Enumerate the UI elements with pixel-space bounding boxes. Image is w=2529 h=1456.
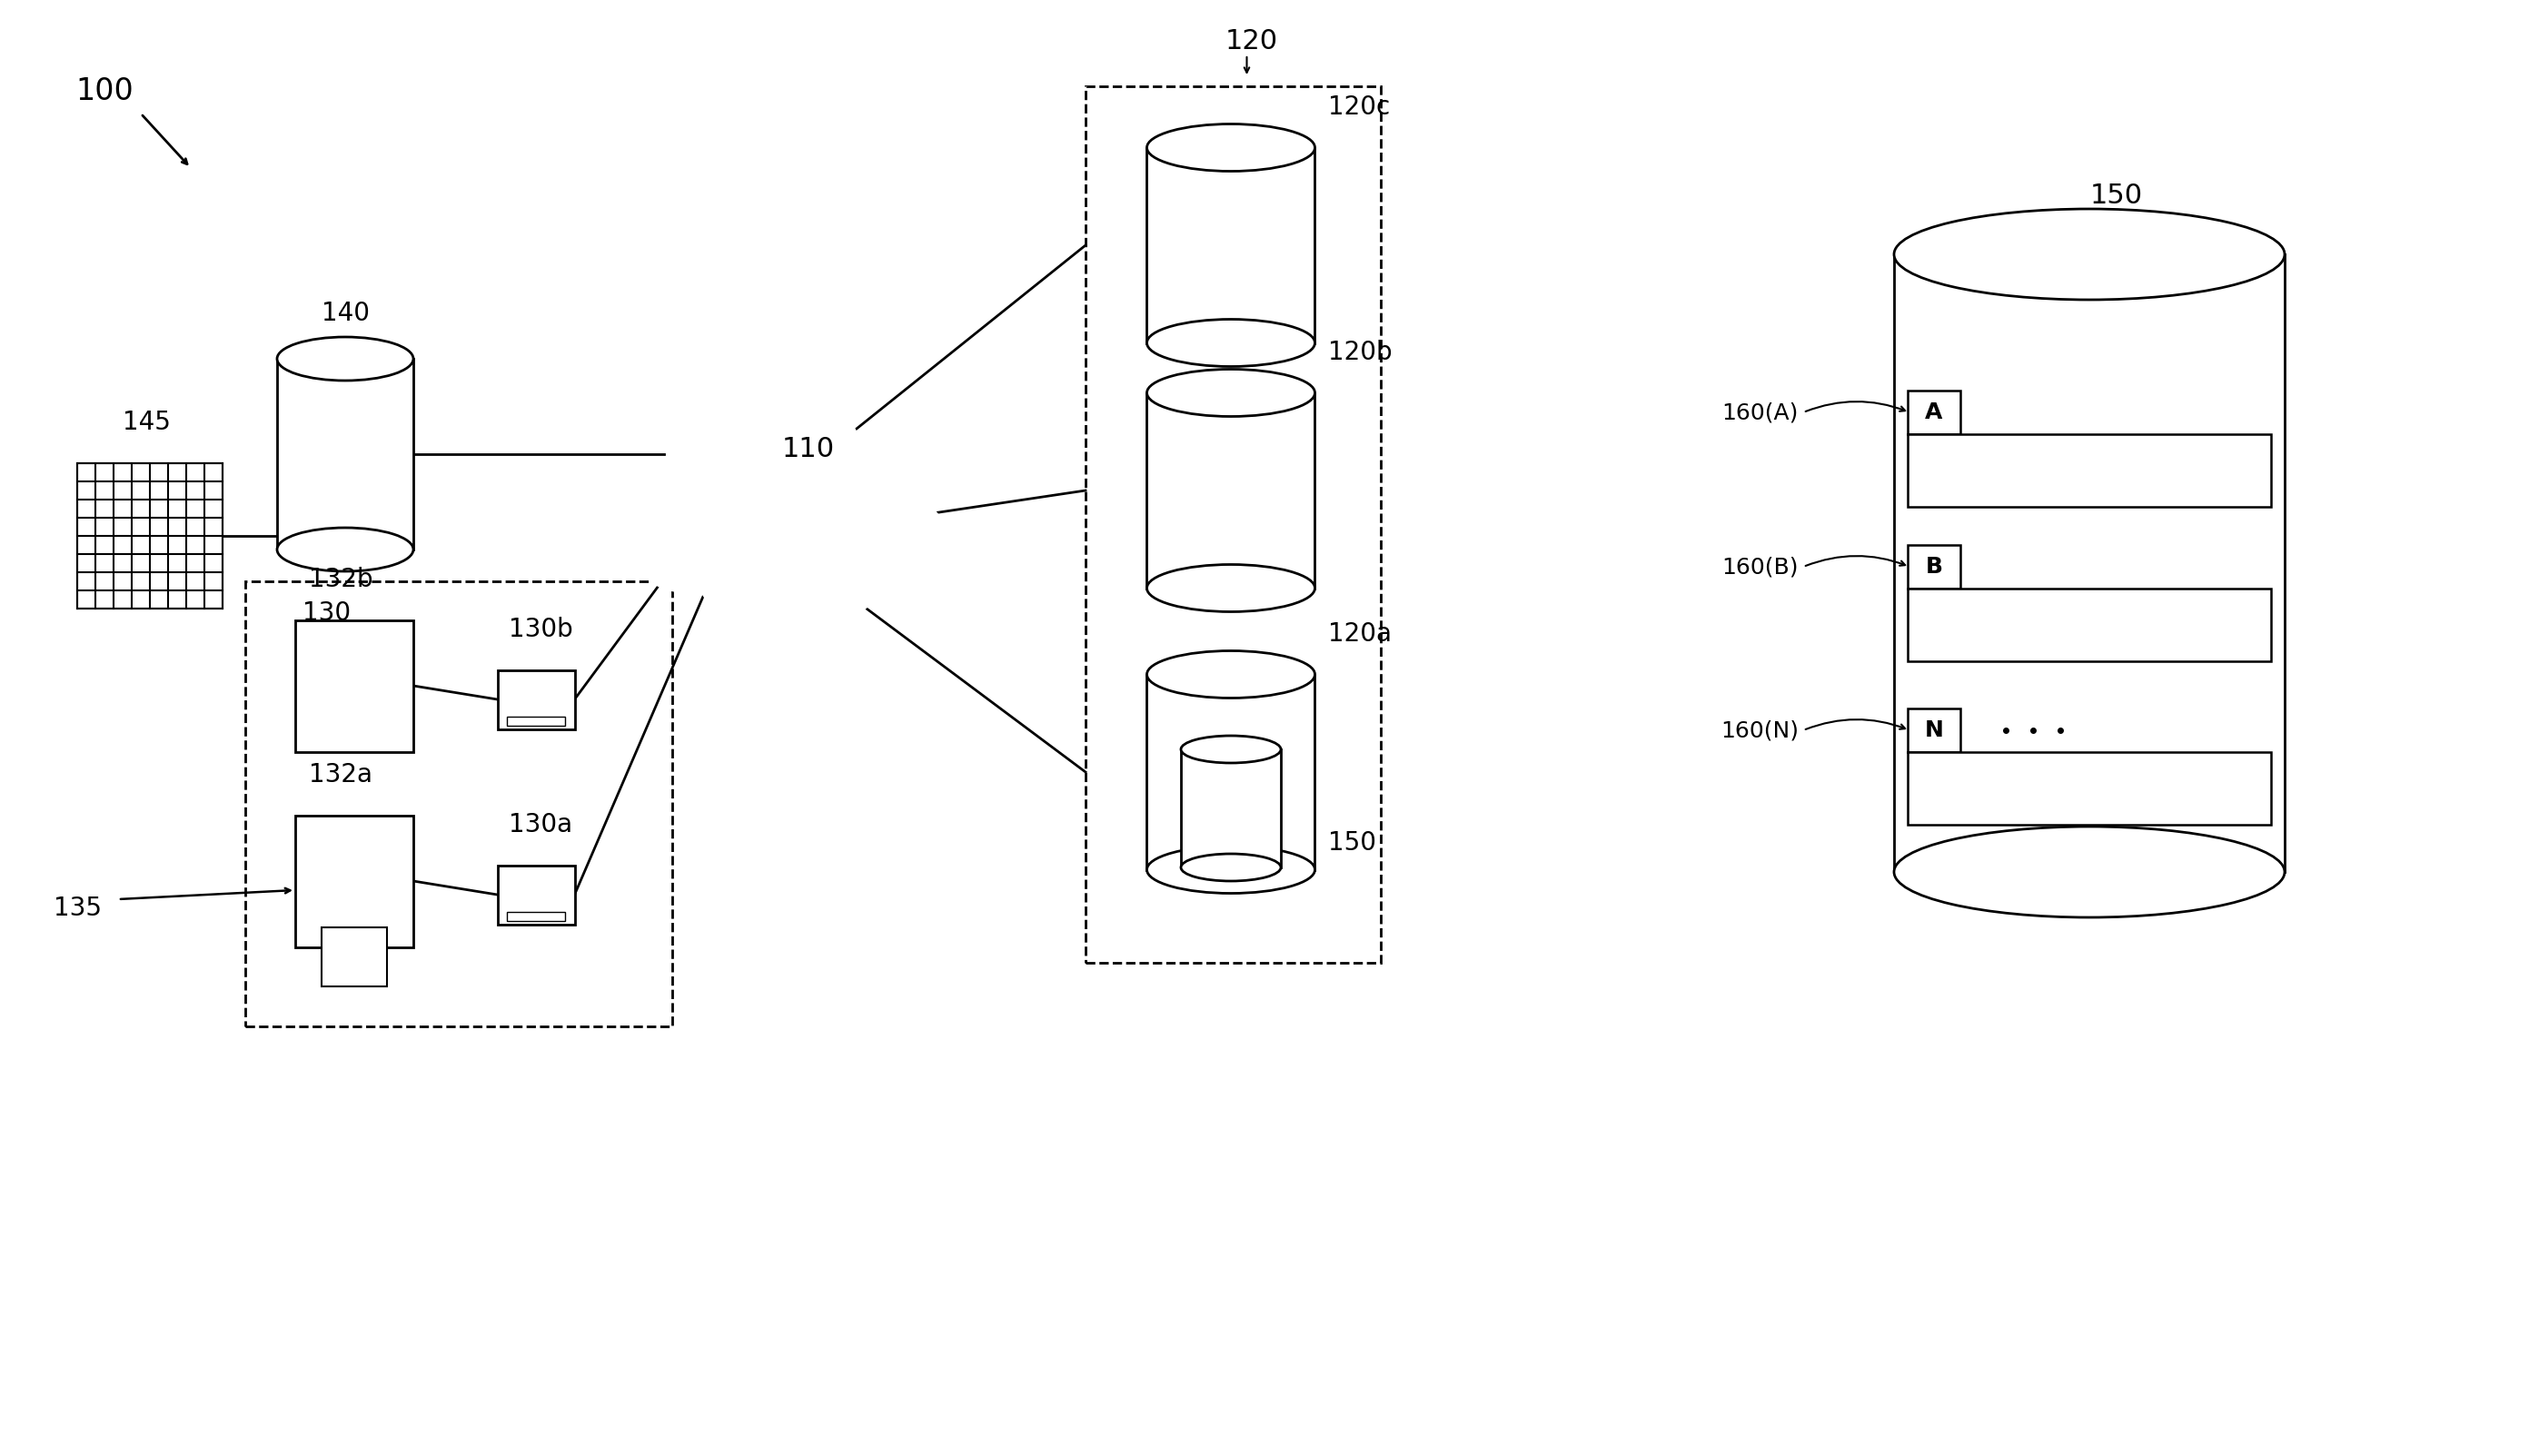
Bar (506, 716, 564, 725)
Bar (1181, 750, 1280, 868)
Circle shape (541, 877, 564, 898)
Text: 160(N): 160(N) (1720, 719, 1798, 741)
Text: 130a: 130a (508, 811, 572, 837)
Text: B: B (1925, 556, 1942, 578)
Text: 120: 120 (1224, 28, 1277, 54)
Text: 132a: 132a (309, 761, 372, 788)
Bar (245, 581, 673, 1026)
Ellipse shape (1146, 319, 1315, 367)
Circle shape (807, 456, 921, 569)
Bar (321, 927, 387, 986)
Text: N: N (1925, 719, 1942, 741)
Text: 130b: 130b (508, 616, 572, 642)
Ellipse shape (1146, 124, 1315, 172)
Bar (78, 463, 223, 609)
Circle shape (779, 513, 885, 620)
Circle shape (660, 456, 774, 569)
Circle shape (508, 681, 529, 703)
Circle shape (632, 496, 728, 591)
Bar (498, 670, 574, 729)
Bar (506, 911, 564, 920)
Text: A: A (1925, 402, 1942, 424)
Text: 150: 150 (2089, 182, 2142, 208)
Text: 160(A): 160(A) (1722, 402, 1798, 424)
Bar (498, 865, 574, 925)
Text: 135: 135 (53, 895, 101, 922)
Circle shape (733, 492, 847, 604)
Circle shape (508, 877, 529, 898)
Bar (1146, 393, 1315, 588)
Ellipse shape (1894, 827, 2284, 917)
Text: 120c: 120c (1328, 95, 1391, 119)
Bar (296, 815, 412, 946)
Ellipse shape (1146, 565, 1315, 612)
Text: 160(B): 160(B) (1722, 556, 1798, 578)
Text: 150: 150 (1328, 830, 1376, 855)
Bar (1907, 390, 1960, 434)
Bar (1907, 709, 1960, 753)
Ellipse shape (1146, 370, 1315, 416)
Circle shape (852, 496, 948, 591)
Bar (296, 620, 412, 751)
Circle shape (718, 390, 862, 537)
Bar (1907, 434, 2271, 507)
Text: 110: 110 (781, 437, 835, 463)
Ellipse shape (278, 336, 412, 380)
Ellipse shape (1181, 853, 1280, 881)
Ellipse shape (1181, 735, 1280, 763)
Bar (1894, 255, 2284, 872)
Ellipse shape (1894, 208, 2284, 300)
Bar (1907, 753, 2271, 824)
Text: 145: 145 (121, 409, 169, 435)
Ellipse shape (1146, 651, 1315, 697)
Bar (1146, 674, 1315, 869)
Bar (278, 358, 412, 549)
Text: 140: 140 (321, 300, 369, 326)
Circle shape (541, 681, 564, 703)
Bar (1907, 545, 1960, 588)
Text: 120b: 120b (1328, 339, 1393, 364)
Text: 132b: 132b (309, 566, 372, 591)
Circle shape (695, 513, 802, 620)
Ellipse shape (1146, 846, 1315, 894)
Text: 130: 130 (303, 600, 352, 626)
Bar (1907, 588, 2271, 661)
Bar (1146, 147, 1315, 342)
Text: 100: 100 (76, 76, 134, 106)
Ellipse shape (278, 527, 412, 571)
Bar (1085, 86, 1381, 962)
Text: 120a: 120a (1328, 620, 1391, 646)
